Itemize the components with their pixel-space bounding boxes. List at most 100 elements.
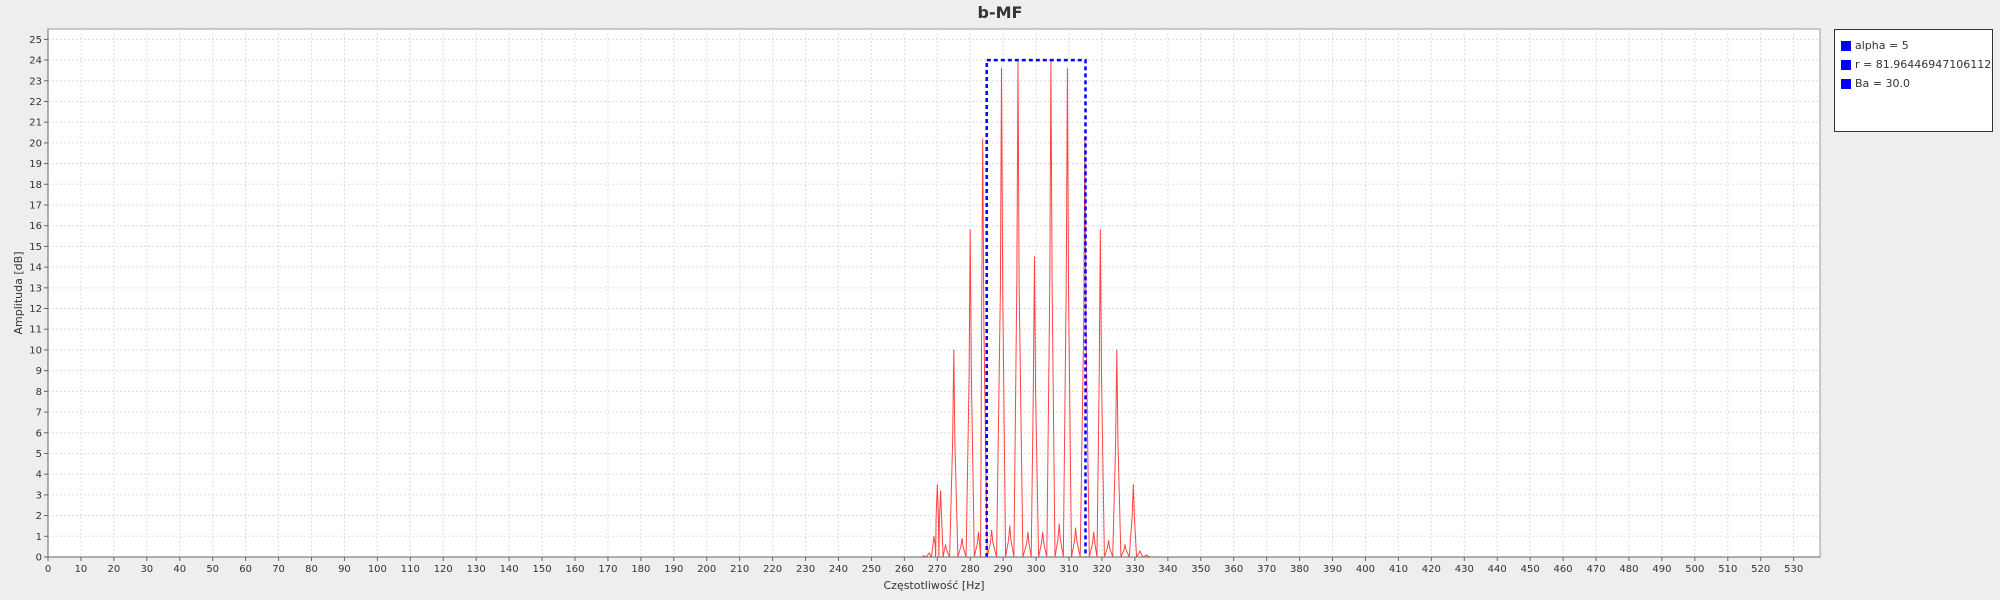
y-tick-label: 11 [29, 325, 42, 336]
x-tick-label: 50 [206, 564, 219, 575]
x-tick-label: 70 [272, 564, 285, 575]
y-tick-label: 16 [29, 221, 42, 232]
x-tick-label: 290 [994, 564, 1013, 575]
x-tick-label: 180 [631, 564, 650, 575]
x-tick-label: 450 [1521, 564, 1540, 575]
x-tick-label: 230 [796, 564, 815, 575]
x-tick-label: 320 [1092, 564, 1111, 575]
x-tick-label: 220 [763, 564, 782, 575]
x-tick-label: 530 [1784, 564, 1803, 575]
x-tick-label: 500 [1685, 564, 1704, 575]
y-tick-label: 8 [36, 387, 42, 398]
y-tick-label: 14 [29, 263, 42, 274]
x-tick-label: 300 [1027, 564, 1046, 575]
legend-swatch [1841, 40, 1851, 51]
x-tick-label: 190 [664, 564, 683, 575]
plot-area [47, 28, 1821, 558]
x-tick-label: 160 [565, 564, 584, 575]
y-tick-label: 2 [36, 511, 42, 522]
x-tick-label: 60 [239, 564, 252, 575]
x-tick-label: 270 [928, 564, 947, 575]
y-axis-label: Amplituda [dB] [12, 252, 25, 335]
legend-item-ba: Ba = 30.0 [1841, 74, 1992, 93]
x-axis-label: Częstotliwość [Hz] [883, 579, 984, 592]
x-tick-label: 480 [1619, 564, 1638, 575]
x-tick-label: 330 [1125, 564, 1144, 575]
x-tick-label: 100 [368, 564, 387, 575]
x-tick-label: 200 [697, 564, 716, 575]
x-tick-label: 410 [1389, 564, 1408, 575]
x-tick-label: 0 [45, 564, 51, 575]
legend: alpha = 5 r = 81.96446947106112 Ba = 30.… [1834, 29, 1993, 132]
legend-swatch [1841, 59, 1851, 70]
x-tick-label: 240 [829, 564, 848, 575]
y-tick-label: 18 [29, 180, 42, 191]
legend-item-alpha: alpha = 5 [1841, 36, 1992, 55]
x-tick-label: 170 [598, 564, 617, 575]
x-tick-label: 140 [500, 564, 519, 575]
x-tick-label: 110 [401, 564, 420, 575]
y-ticks: 0123456789101112131415161718192021222324… [29, 35, 48, 564]
chart-title: b-MF [978, 3, 1023, 22]
x-tick-label: 470 [1586, 564, 1605, 575]
y-tick-label: 25 [29, 35, 42, 46]
legend-label: Ba = 30.0 [1855, 77, 1910, 90]
y-tick-label: 6 [36, 428, 42, 439]
x-tick-label: 130 [467, 564, 486, 575]
y-tick-label: 9 [36, 366, 42, 377]
x-tick-label: 460 [1554, 564, 1573, 575]
x-tick-label: 30 [140, 564, 153, 575]
legend-item-r: r = 81.96446947106112 [1841, 55, 1992, 74]
legend-swatch [1841, 78, 1851, 89]
x-tick-label: 430 [1455, 564, 1474, 575]
window-line [985, 58, 1087, 557]
grid [47, 29, 1820, 558]
x-tick-label: 510 [1718, 564, 1737, 575]
y-tick-label: 12 [29, 304, 42, 315]
y-tick-label: 20 [29, 138, 42, 149]
x-tick-label: 10 [75, 564, 88, 575]
y-tick-label: 24 [29, 56, 42, 67]
x-tick-label: 20 [108, 564, 121, 575]
x-tick-label: 390 [1323, 564, 1342, 575]
x-tick-label: 370 [1257, 564, 1276, 575]
x-tick-label: 40 [173, 564, 186, 575]
x-tick-label: 380 [1290, 564, 1309, 575]
legend-label: alpha = 5 [1855, 39, 1909, 52]
y-tick-label: 13 [29, 283, 42, 294]
spectrum-line [921, 59, 1150, 558]
y-tick-label: 0 [36, 553, 42, 564]
y-tick-label: 23 [29, 76, 42, 87]
x-tick-label: 350 [1191, 564, 1210, 575]
y-tick-label: 15 [29, 242, 42, 253]
y-tick-label: 1 [36, 532, 42, 543]
y-tick-label: 7 [36, 408, 42, 419]
x-tick-label: 280 [961, 564, 980, 575]
y-tick-label: 21 [29, 118, 42, 129]
y-tick-label: 10 [29, 345, 42, 356]
x-tick-label: 150 [533, 564, 552, 575]
y-tick-label: 22 [29, 97, 42, 108]
series-layer [921, 58, 1150, 558]
x-tick-label: 310 [1059, 564, 1078, 575]
legend-label: r = 81.96446947106112 [1855, 58, 1992, 71]
y-tick-label: 19 [29, 159, 42, 170]
y-tick-label: 3 [36, 490, 42, 501]
x-tick-label: 90 [338, 564, 351, 575]
x-tick-label: 120 [434, 564, 453, 575]
x-tick-label: 440 [1488, 564, 1507, 575]
x-tick-label: 520 [1751, 564, 1770, 575]
x-ticks: 0 10 20 30 40 50 60 70 80 90 100 110 120 130 140 150 160… [45, 557, 1803, 575]
x-tick-label: 400 [1356, 564, 1375, 575]
x-tick-label: 260 [895, 564, 914, 575]
x-tick-label: 420 [1422, 564, 1441, 575]
y-tick-label: 4 [36, 470, 42, 481]
x-tick-label: 250 [862, 564, 881, 575]
y-tick-label: 17 [29, 201, 42, 212]
x-tick-label: 490 [1652, 564, 1671, 575]
y-tick-label: 5 [36, 449, 42, 460]
x-tick-label: 210 [730, 564, 749, 575]
x-tick-label: 80 [305, 564, 318, 575]
x-tick-label: 360 [1224, 564, 1243, 575]
